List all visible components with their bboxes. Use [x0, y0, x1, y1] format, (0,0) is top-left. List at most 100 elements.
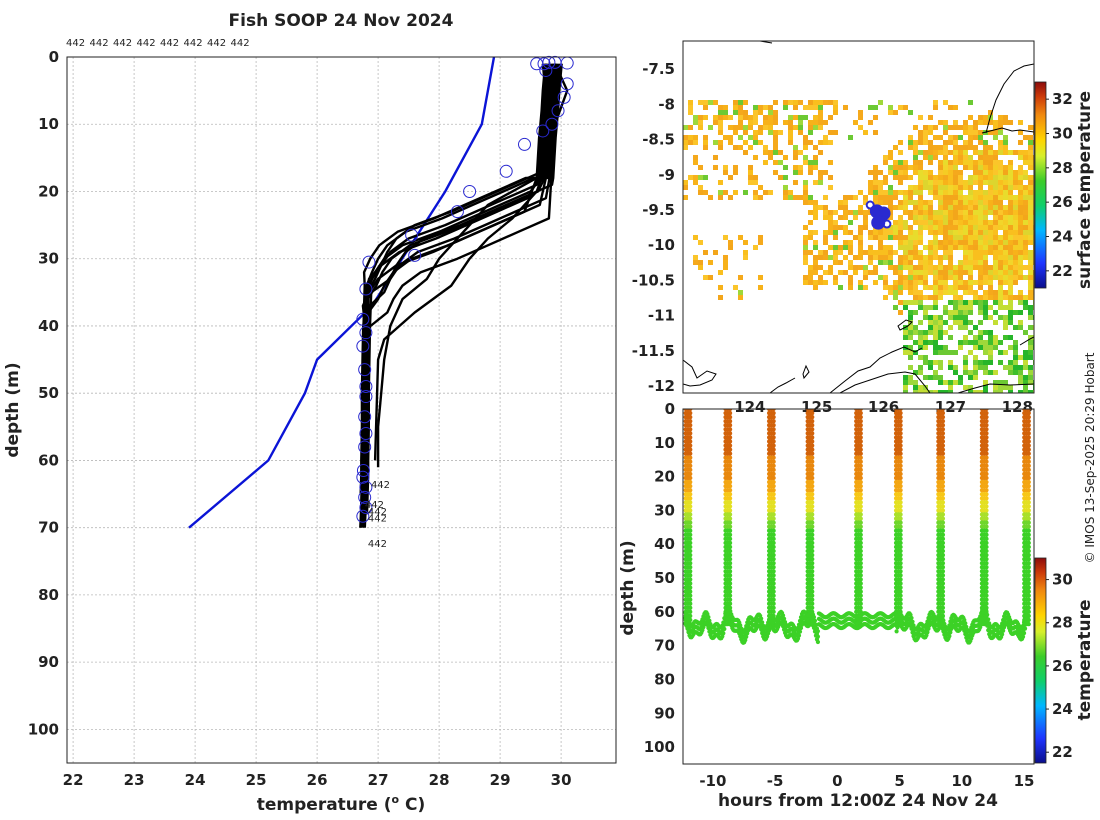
- sst-pixel: [973, 370, 978, 375]
- sst-pixel: [1013, 195, 1018, 200]
- temperature-sample: [940, 471, 946, 477]
- sst-pixel: [1023, 155, 1028, 160]
- sst-pixel: [858, 125, 863, 130]
- sst-pixel: [768, 120, 773, 125]
- sst-pixel: [838, 225, 843, 230]
- sst-pixel: [1018, 200, 1023, 205]
- sst-pixel: [908, 325, 913, 330]
- sst-pixel: [823, 250, 828, 255]
- temperature-sample: [771, 597, 776, 602]
- sst-pixel: [888, 225, 893, 230]
- sst-pixel: [1028, 220, 1033, 225]
- sst-pixel: [1003, 260, 1008, 265]
- sst-pixel: [913, 350, 918, 355]
- sst-pixel: [703, 190, 708, 195]
- temperature-sample: [687, 569, 693, 574]
- sst-pixel: [983, 360, 988, 365]
- sst-pixel: [963, 265, 968, 270]
- sst-pixel: [808, 235, 813, 240]
- sst-pixel: [733, 145, 738, 150]
- temperature-sample: [771, 536, 776, 542]
- sst-pixel: [783, 105, 788, 110]
- sst-pixel: [803, 190, 808, 195]
- temperature-sample: [687, 597, 693, 602]
- sst-pixel: [958, 375, 963, 380]
- profile-marker: [359, 480, 373, 494]
- sst-pixel: [843, 210, 848, 215]
- sst-pixel: [818, 100, 823, 105]
- sst-pixel: [773, 170, 778, 175]
- sst-pixel: [988, 205, 993, 210]
- x-tick-label: 23: [124, 771, 145, 789]
- temperature-sample: [1026, 601, 1031, 606]
- sst-pixel: [908, 245, 913, 250]
- sst-pixel: [993, 195, 998, 200]
- sst-pixel: [993, 210, 998, 215]
- sst-pixel: [793, 155, 798, 160]
- sst-pixel: [718, 270, 723, 275]
- sst-pixel: [928, 315, 933, 320]
- sst-pixel: [938, 345, 943, 350]
- sst-pixel: [1028, 225, 1033, 230]
- sst-pixel: [1028, 280, 1033, 285]
- sst-pixel: [963, 140, 968, 145]
- sst-pixel: [783, 155, 788, 160]
- temperature-sample: [1026, 548, 1031, 554]
- sst-pixel: [828, 210, 833, 215]
- temperature-sample: [687, 467, 693, 473]
- sst-pixel: [893, 230, 898, 235]
- sst-pixel: [953, 300, 958, 305]
- sst-pixel: [913, 220, 918, 225]
- sst-pixel: [963, 185, 968, 190]
- sst-pixel: [903, 350, 908, 355]
- sst-pixel: [883, 275, 888, 280]
- temperature-sample: [687, 556, 693, 562]
- sst-pixel: [963, 370, 968, 375]
- sst-pixel: [758, 235, 763, 240]
- sst-pixel: [733, 100, 738, 105]
- sst-pixel: [813, 265, 818, 270]
- sst-pixel: [988, 195, 993, 200]
- sst-pixel: [698, 165, 703, 170]
- temperature-sample: [771, 565, 776, 570]
- sst-pixel: [823, 120, 828, 125]
- temperature-sample: [984, 435, 989, 440]
- sst-pixel: [933, 250, 938, 255]
- sst-pixel: [903, 385, 908, 390]
- sst-pixel: [753, 245, 758, 250]
- sst-pixel: [833, 210, 838, 215]
- sst-pixel: [988, 235, 993, 240]
- sst-pixel: [718, 140, 723, 145]
- x-axis-label: hours from 12:00Z 24 Nov 24: [718, 791, 998, 811]
- sst-pixel: [703, 135, 708, 140]
- sst-pixel: [878, 240, 883, 245]
- sst-pixel: [883, 280, 888, 285]
- sst-pixel: [998, 185, 1003, 190]
- sst-pixel: [948, 315, 953, 320]
- x-tick-label: 22: [63, 771, 84, 789]
- temperature-sample: [898, 410, 903, 416]
- sst-pixel: [928, 260, 933, 265]
- sst-pixel: [983, 145, 988, 150]
- sst-pixel: [983, 275, 988, 280]
- sst-pixel: [953, 290, 958, 295]
- sst-pixel: [998, 265, 1003, 270]
- sst-pixel: [873, 170, 878, 175]
- sst-pixel: [1023, 220, 1028, 225]
- sst-pixel: [1003, 170, 1008, 175]
- sst-pixel: [953, 150, 958, 155]
- sst-pixel: [993, 345, 998, 350]
- sst-pixel: [883, 250, 888, 255]
- sst-pixel: [748, 175, 753, 180]
- sst-pixel: [1013, 365, 1018, 370]
- sst-pixel: [693, 155, 698, 160]
- sst-pixel: [738, 145, 743, 150]
- sst-pixel: [993, 120, 998, 125]
- sst-pixel: [693, 180, 698, 185]
- temperature-sample: [1026, 508, 1031, 513]
- sst-pixel: [968, 205, 973, 210]
- sst-pixel: [963, 290, 968, 295]
- sst-pixel: [883, 230, 888, 235]
- sst-pixel: [893, 110, 898, 115]
- temperature-sample: [984, 439, 989, 444]
